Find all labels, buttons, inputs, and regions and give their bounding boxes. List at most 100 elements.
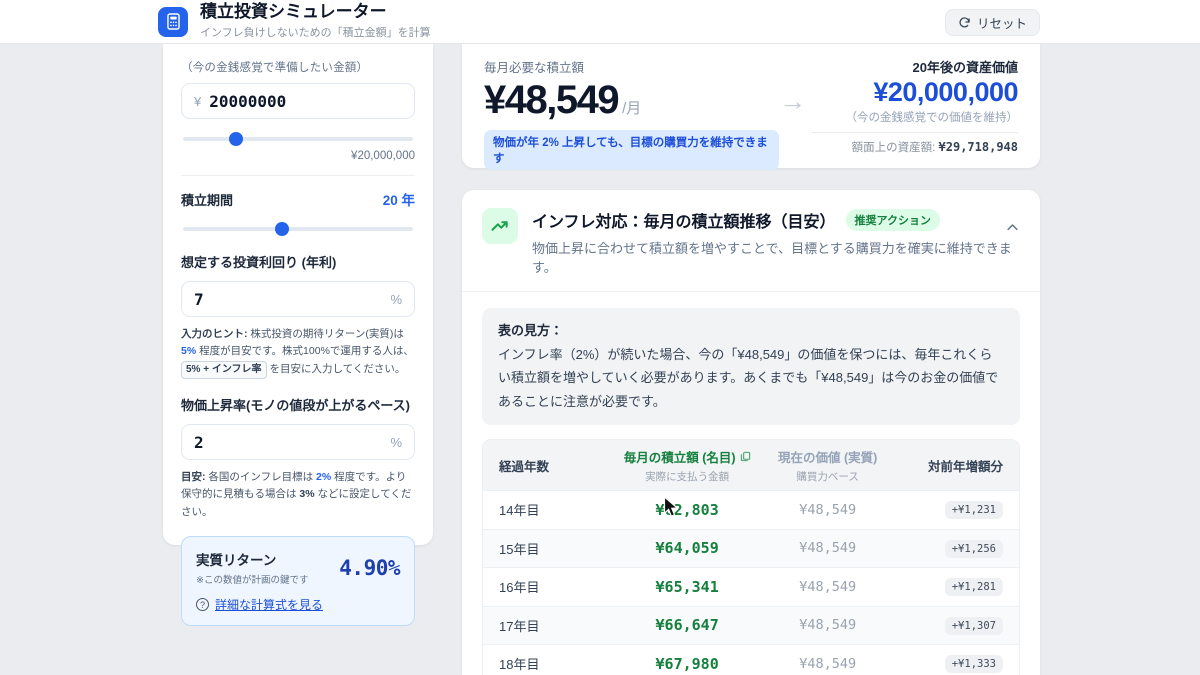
goal-amount-input[interactable] [209, 91, 402, 111]
divider [181, 175, 415, 176]
cell-year: 15年目 [499, 541, 540, 557]
hint-text: などに設定してください。 [181, 488, 412, 518]
slider-track [183, 137, 413, 141]
settings-panel: （今の金銭感覚で準備したい金額） ¥ ¥20,000,000 積立期間 20 年… [163, 44, 433, 627]
hint-label: 入力のヒント: [181, 328, 248, 340]
slider-thumb[interactable] [229, 132, 243, 146]
real-return-note: ※この数値が計画の鍵です [196, 575, 309, 587]
cell-real: ¥48,549 [799, 578, 857, 595]
hint-bold: 3% [299, 488, 315, 501]
future-value-note: （今の金銭感覚での価値を維持） [845, 112, 1019, 124]
col-nominal-label: 毎月の積立額 (名目) [623, 450, 736, 465]
real-return-texts: 実質リターン ※この数値が計画の鍵です [196, 549, 308, 586]
hint-formula-chip: 5% + インフレ率 [181, 360, 267, 380]
monthly-result-block: 毎月必要な積立額 ¥48,549 /月 物価が年 2% 上昇しても、目標の購買力… [484, 57, 780, 170]
explanation-body: インフレ率（2%）が続いた場合、今の「¥48,549」の価値を保つには、毎年これ… [498, 347, 999, 409]
goal-amount-field[interactable]: ¥ [181, 83, 415, 119]
goal-amount-formatted: ¥20,000,000 [351, 150, 415, 162]
page-subtitle: インフレ負けしないための「積立金額」を計算 [200, 26, 431, 39]
nominal-asset-label: 額面上の資産額: [851, 142, 936, 154]
cell-nominal: ¥64,059 [655, 539, 719, 558]
col-delta-header: 対前年増額分 [927, 459, 1003, 474]
reset-button-label: リセット [976, 17, 1027, 31]
purchasing-power-badge: 物価が年 2% 上昇しても、目標の購買力を維持できます [484, 130, 780, 170]
hint-text: 程度が目安です。株式100%で運用する人は、 [196, 345, 414, 358]
app-titles: 積立投資シミュレーター インフレ負けしないための「積立金額」を計算 [200, 2, 431, 40]
col-real-subheader: 購買力ベース [796, 470, 859, 483]
cell-year: 14年目 [499, 503, 540, 519]
slider-thumb[interactable] [275, 222, 289, 236]
table-header-row: 経過年数 毎月の積立額 (名目) 実際に支払う金額 現在の価値 (実質) 購買力… [483, 440, 1019, 491]
table-row[interactable]: 15年目 ¥64,059 ¥48,549 +¥1,256 [483, 528, 1019, 568]
future-value-block: 20年後の資産価値 ¥20,000,000 （今の金銭感覚での価値を維持） 額面… [812, 57, 1018, 156]
hint-em: 5% [181, 345, 197, 358]
help-icon: ? [196, 598, 209, 612]
hint-text: 株式投資の期待リターン(実質)は [247, 328, 404, 340]
hint-text: を目安に入力してください。 [266, 362, 406, 375]
divider [812, 132, 1018, 133]
yield-field[interactable]: % [181, 281, 415, 317]
inflation-label: 物価上昇率(モノの値段が上がるペース) [181, 398, 411, 414]
app-header: 積立投資シミュレーター インフレ負けしないための「積立金額」を計算 リセット [0, 0, 1200, 44]
cell-delta-badge: +¥1,333 [944, 655, 1003, 674]
app-brand: 積立投資シミュレーター インフレ負けしないための「積立金額」を計算 [158, 2, 431, 40]
slider-track [183, 227, 413, 231]
future-value-label: 20年後の資産価値 [912, 60, 1018, 75]
table-row[interactable]: 16年目 ¥65,341 ¥48,549 +¥1,281 [483, 567, 1019, 606]
hint-em: 2% [316, 471, 332, 484]
table-row[interactable]: 18年目 ¥67,980 ¥48,549 +¥1,333 [483, 644, 1019, 675]
inflation-card-header[interactable]: インフレ対応：毎月の積立額推移（目安） 推奨アクション 物価上昇に合わせて積立額… [462, 190, 1040, 291]
period-value: 20 年 [382, 193, 415, 208]
inflation-schedule-card: インフレ対応：毎月の積立額推移（目安） 推奨アクション 物価上昇に合わせて積立額… [462, 190, 1040, 675]
nominal-asset-row: 額面上の資産額: ¥29,718,948 [812, 139, 1018, 155]
schedule-table: 経過年数 毎月の積立額 (名目) 実際に支払う金額 現在の価値 (実質) 購買力… [482, 439, 1020, 675]
reset-button[interactable]: リセット [944, 9, 1040, 36]
cell-nominal: ¥62,803 [655, 500, 719, 519]
inflation-card-subtitle: 物価上昇に合わせて積立額を増やすことで、目標とする購買力を確実に維持できます。 [532, 241, 1012, 275]
cell-nominal: ¥67,980 [655, 654, 719, 673]
period-label: 積立期間 [181, 192, 234, 208]
goal-amount-slider[interactable] [183, 132, 413, 146]
cell-delta-badge: +¥1,231 [944, 501, 1003, 520]
real-return-box: 実質リターン ※この数値が計画の鍵です 4.90% ? 詳細な計算式を見る [181, 536, 415, 627]
goal-amount-note: （今の金銭感覚で準備したい金額） [181, 62, 369, 74]
cell-delta-badge: +¥1,281 [944, 578, 1003, 597]
formula-detail-link[interactable]: 詳細な計算式を見る [215, 598, 324, 613]
yield-hint: 入力のヒント: 株式投資の期待リターン(実質)は 5% 程度が目安です。株式10… [181, 326, 415, 380]
refresh-icon [958, 16, 971, 29]
col-nominal-header: 毎月の積立額 (名目) 実際に支払う金額 [604, 447, 770, 484]
cell-nominal: ¥65,341 [655, 577, 719, 596]
chevron-up-icon[interactable] [1005, 220, 1020, 240]
inflation-field[interactable]: % [181, 424, 415, 461]
recommended-action-badge: 推奨アクション [845, 209, 940, 231]
col-nominal-subheader: 実際に支払う金額 [645, 470, 730, 483]
future-value-amount: ¥20,000,000 [873, 77, 1018, 107]
page-title: 積立投資シミュレーター [200, 2, 387, 22]
monthly-label: 毎月必要な積立額 [484, 61, 585, 75]
real-return-title: 実質リターン [196, 553, 277, 569]
nominal-asset-value: ¥29,718,948 [938, 140, 1018, 154]
clipboard-icon[interactable] [740, 451, 751, 462]
cell-delta-badge: +¥1,256 [944, 539, 1003, 558]
table-row[interactable]: 14年目 ¥62,803 ¥48,549 +¥1,231 [483, 490, 1019, 529]
arrow-right-icon: → [779, 86, 807, 116]
cell-delta-badge: +¥1,307 [944, 616, 1003, 635]
table-row[interactable]: 17年目 ¥66,647 ¥48,549 +¥1,307 [483, 605, 1019, 645]
explanation-title: 表の見方： [498, 323, 564, 338]
inflation-card-titles: インフレ対応：毎月の積立額推移（目安） 推奨アクション 物価上昇に合わせて積立額… [532, 208, 1020, 276]
inflation-hint: 目安: 各国のインフレ目標は 2% 程度です。より保守的に見積もる場合は 3% … [181, 469, 415, 521]
hint-text: 各国のインフレ目標は [205, 471, 317, 484]
table-explanation-box: 表の見方： インフレ率（2%）が続いた場合、今の「¥48,549」の価値を保つに… [482, 308, 1020, 426]
inflation-input[interactable] [194, 432, 391, 452]
inflation-card-title: インフレ対応：毎月の積立額推移（目安） [532, 214, 836, 231]
cell-real: ¥48,549 [799, 501, 857, 518]
percent-suffix: % [390, 434, 402, 450]
period-slider[interactable] [183, 222, 413, 236]
real-return-value: 4.90% [339, 555, 400, 580]
divider [462, 291, 1040, 292]
yield-input[interactable] [194, 289, 391, 309]
yen-prefix: ¥ [194, 93, 202, 109]
cell-year: 17年目 [499, 618, 540, 634]
cell-real: ¥48,549 [799, 617, 857, 634]
result-summary-card: 毎月必要な積立額 ¥48,549 /月 物価が年 2% 上昇しても、目標の購買力… [462, 44, 1040, 170]
